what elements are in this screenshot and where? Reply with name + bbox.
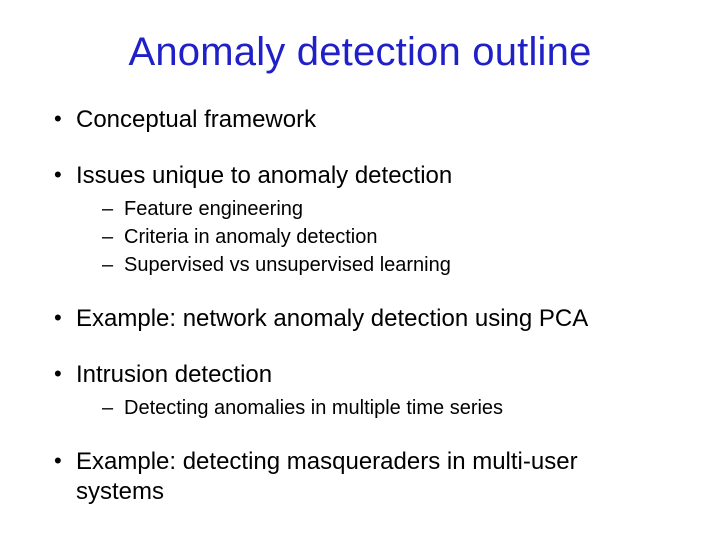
list-item: Feature engineering	[76, 197, 670, 222]
list-item: Criteria in anomaly detection	[76, 225, 670, 250]
list-item: Issues unique to anomaly detection Featu…	[50, 161, 670, 278]
sub-bullet-list: Feature engineering Criteria in anomaly …	[76, 197, 670, 278]
bullet-text: Issues unique to anomaly detection	[76, 162, 452, 189]
list-item: Intrusion detection Detecting anomalies …	[50, 360, 670, 421]
bullet-text: Example: network anomaly detection using…	[76, 305, 588, 332]
list-item: Conceptual framework	[50, 105, 670, 135]
sub-bullet-list: Detecting anomalies in multiple time ser…	[76, 396, 670, 421]
bullet-text: Conceptual framework	[76, 106, 316, 133]
sub-bullet-text: Supervised vs unsupervised learning	[124, 254, 451, 276]
list-item: Supervised vs unsupervised learning	[76, 253, 670, 278]
bullet-list: Conceptual framework Issues unique to an…	[50, 105, 670, 507]
bullet-text: Intrusion detection	[76, 361, 272, 388]
list-item: Detecting anomalies in multiple time ser…	[76, 396, 670, 421]
sub-bullet-text: Criteria in anomaly detection	[124, 226, 377, 248]
list-item: Example: network anomaly detection using…	[50, 304, 670, 334]
slide-title: Anomaly detection outline	[50, 30, 670, 75]
slide: Anomaly detection outline Conceptual fra…	[0, 0, 720, 540]
bullet-text: Example: detecting masqueraders in multi…	[76, 448, 578, 505]
sub-bullet-text: Feature engineering	[124, 198, 303, 220]
sub-bullet-text: Detecting anomalies in multiple time ser…	[124, 397, 503, 419]
list-item: Example: detecting masqueraders in multi…	[50, 447, 670, 507]
